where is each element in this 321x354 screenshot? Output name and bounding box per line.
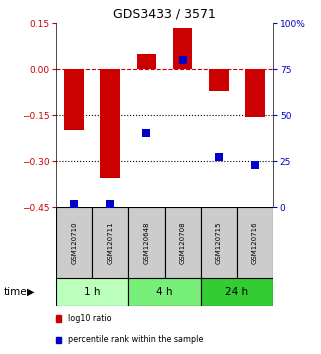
Text: log10 ratio: log10 ratio xyxy=(68,314,111,323)
Bar xyxy=(128,207,164,278)
Bar xyxy=(92,207,128,278)
Text: 1 h: 1 h xyxy=(84,287,100,297)
Bar xyxy=(201,207,237,278)
Point xyxy=(72,201,77,207)
Bar xyxy=(164,207,201,278)
Bar xyxy=(245,69,265,116)
Text: GSM120708: GSM120708 xyxy=(179,221,186,264)
Point xyxy=(252,162,257,167)
Text: GSM120716: GSM120716 xyxy=(252,221,258,264)
Bar xyxy=(201,278,273,306)
Point xyxy=(144,131,149,136)
Title: GDS3433 / 3571: GDS3433 / 3571 xyxy=(113,7,216,21)
Text: ▶: ▶ xyxy=(27,287,35,297)
Text: GSM120648: GSM120648 xyxy=(143,221,150,264)
Bar xyxy=(56,207,92,278)
Text: 4 h: 4 h xyxy=(156,287,173,297)
Point xyxy=(108,201,113,207)
Bar xyxy=(209,69,229,91)
Bar xyxy=(100,69,120,178)
Bar xyxy=(64,69,84,130)
Text: time: time xyxy=(3,287,27,297)
Text: 24 h: 24 h xyxy=(225,287,248,297)
Bar xyxy=(56,278,128,306)
Text: percentile rank within the sample: percentile rank within the sample xyxy=(68,335,203,344)
Bar xyxy=(128,278,201,306)
Text: GSM120715: GSM120715 xyxy=(216,221,222,264)
Bar xyxy=(173,28,193,69)
Bar xyxy=(237,207,273,278)
Point xyxy=(180,57,185,63)
Point xyxy=(216,155,221,160)
Text: GSM120710: GSM120710 xyxy=(71,221,77,264)
Text: GSM120711: GSM120711 xyxy=(107,221,113,264)
Bar xyxy=(136,54,156,69)
